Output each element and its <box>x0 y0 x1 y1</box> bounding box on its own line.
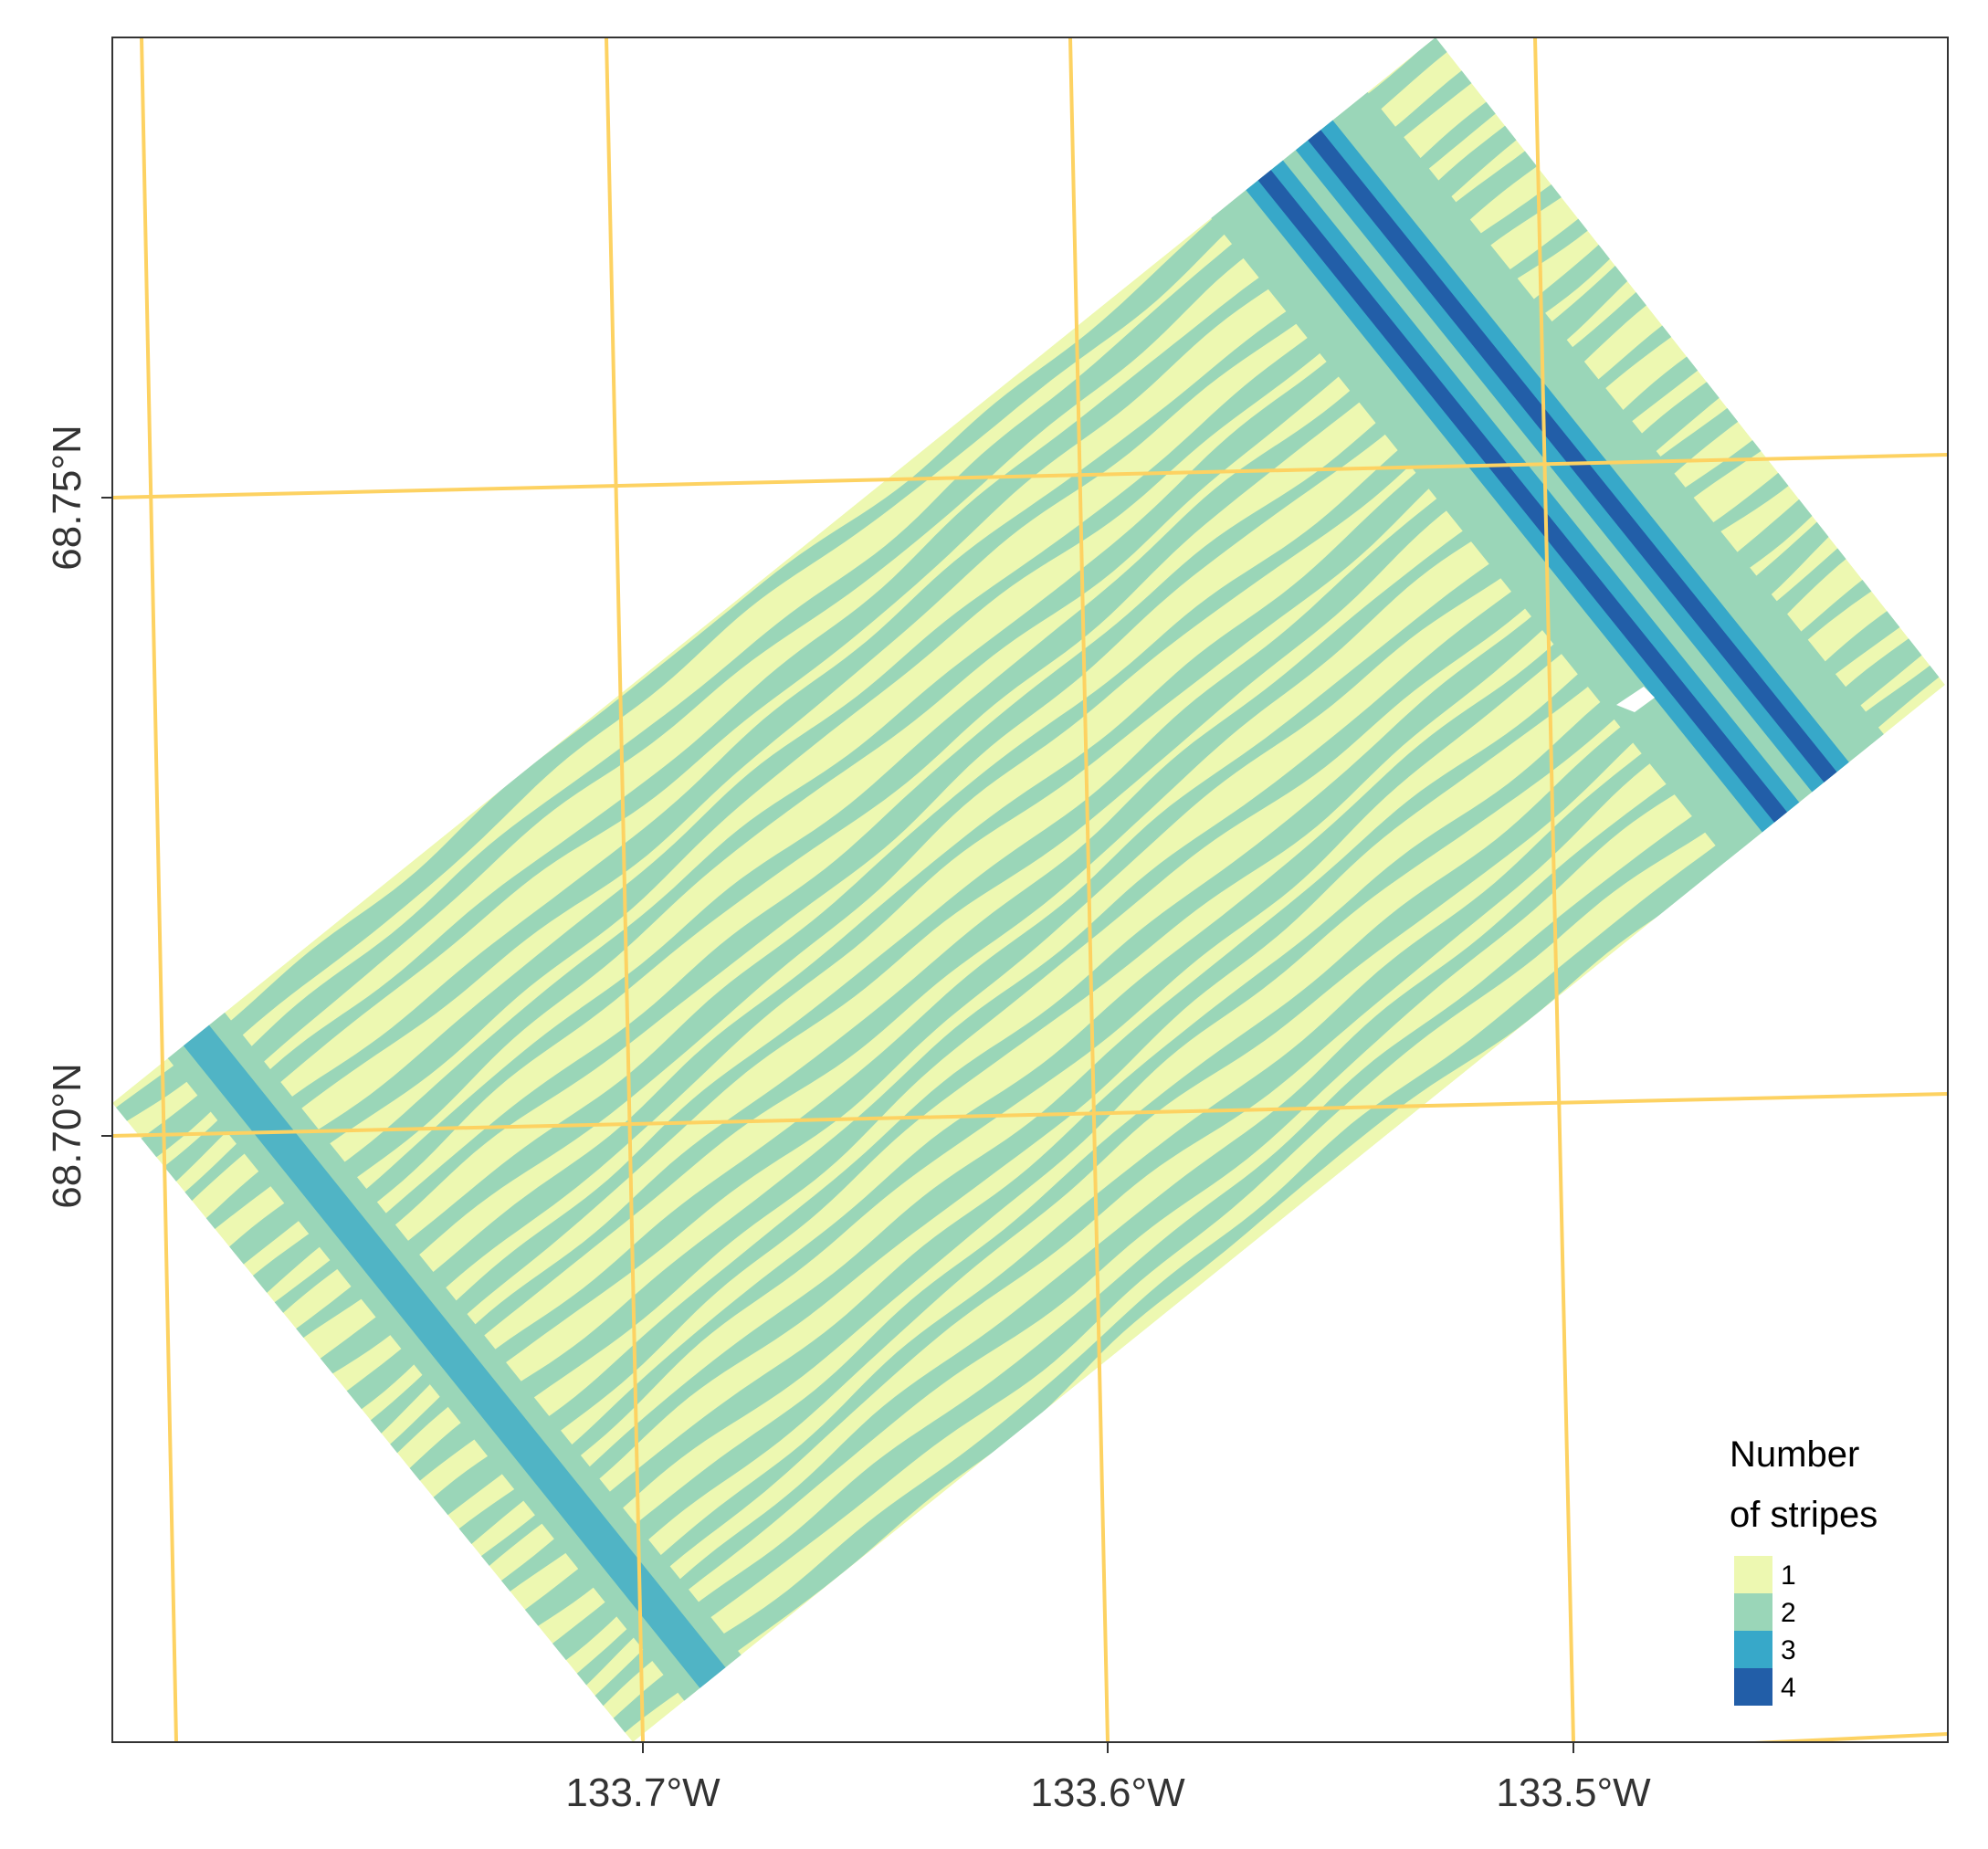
overlap-stripe <box>322 307 1698 1426</box>
overlap-stripe <box>410 419 1788 1534</box>
overlap-stripe <box>112 37 1469 1136</box>
overlap-stripe <box>589 643 1945 1742</box>
x-axis-ticks <box>642 1742 1574 1753</box>
parallel-line <box>1734 1732 1948 1742</box>
meridian-133-7 <box>605 37 645 1742</box>
legend: Number of stripes 1 2 3 4 <box>1730 1434 1878 1706</box>
overlap-stripe <box>457 477 1836 1587</box>
parallel-68-70 <box>112 1092 1948 1138</box>
graticule <box>112 37 1948 1742</box>
tie-band-ne-max-1 <box>1246 155 1804 843</box>
y-axis-ticks <box>101 497 112 1137</box>
y-tick-label-68-70: 68.70°N <box>45 1063 89 1208</box>
parallel-68-75 <box>112 453 1948 499</box>
overlap-stripe <box>476 499 1854 1611</box>
tie-band-ne-max-2 <box>1296 115 1853 803</box>
overlap-stripe <box>499 526 1874 1644</box>
legend-key-3 <box>1734 1631 1772 1668</box>
meridian-line <box>140 37 178 1742</box>
overlap-stripe <box>184 133 1562 1247</box>
x-tick-label-133-6: 133.6°W <box>1030 1770 1185 1815</box>
overlap-stripe <box>386 388 1764 1501</box>
legend-key-2 <box>1734 1593 1772 1631</box>
overlap-stripe <box>142 85 1518 1201</box>
overlap-stripe <box>163 108 1540 1221</box>
legend-key-4 <box>1734 1668 1772 1706</box>
overlap-stripe <box>435 451 1814 1564</box>
overlap-stripe <box>571 617 1945 1729</box>
overlap-stripe <box>119 54 1494 1173</box>
x-tick-label-133-7: 133.7°W <box>565 1770 721 1815</box>
overlap-stripe <box>527 559 1900 1679</box>
overlap-stripe <box>272 244 1650 1356</box>
y-tick-label-68-75: 68.75°N <box>45 425 89 570</box>
survey-area <box>112 37 1945 1742</box>
stripes-layer <box>112 37 1945 1742</box>
map-panel-border <box>111 37 1949 1743</box>
overlap-stripe <box>347 338 1723 1454</box>
overlap-stripe <box>251 224 1632 1333</box>
legend-key-1 <box>1734 1556 1772 1593</box>
legend-label-3: 3 <box>1781 1635 1796 1665</box>
overlap-stripe <box>208 166 1586 1282</box>
legend-title-line-2: of stripes <box>1730 1495 1878 1535</box>
legend-label-4: 4 <box>1781 1673 1796 1703</box>
overlap-stripe <box>296 272 1671 1390</box>
tie-band-sw-core <box>172 1011 742 1707</box>
x-tick-label-133-5: 133.5°W <box>1496 1770 1651 1815</box>
map-content <box>112 37 1948 1742</box>
overlap-stripe <box>367 362 1745 1475</box>
meridian-133-6 <box>1068 37 1110 1742</box>
meridian-133-5 <box>1533 37 1575 1742</box>
crossband-layer <box>156 78 1900 1720</box>
legend-title-line-1: Number <box>1730 1434 1859 1475</box>
legend-label-1: 1 <box>1781 1560 1796 1591</box>
overlap-stripe <box>552 591 1929 1707</box>
overlap-stripe <box>231 200 1611 1312</box>
legend-label-2: 2 <box>1781 1598 1796 1628</box>
data-gap <box>1616 687 1655 712</box>
